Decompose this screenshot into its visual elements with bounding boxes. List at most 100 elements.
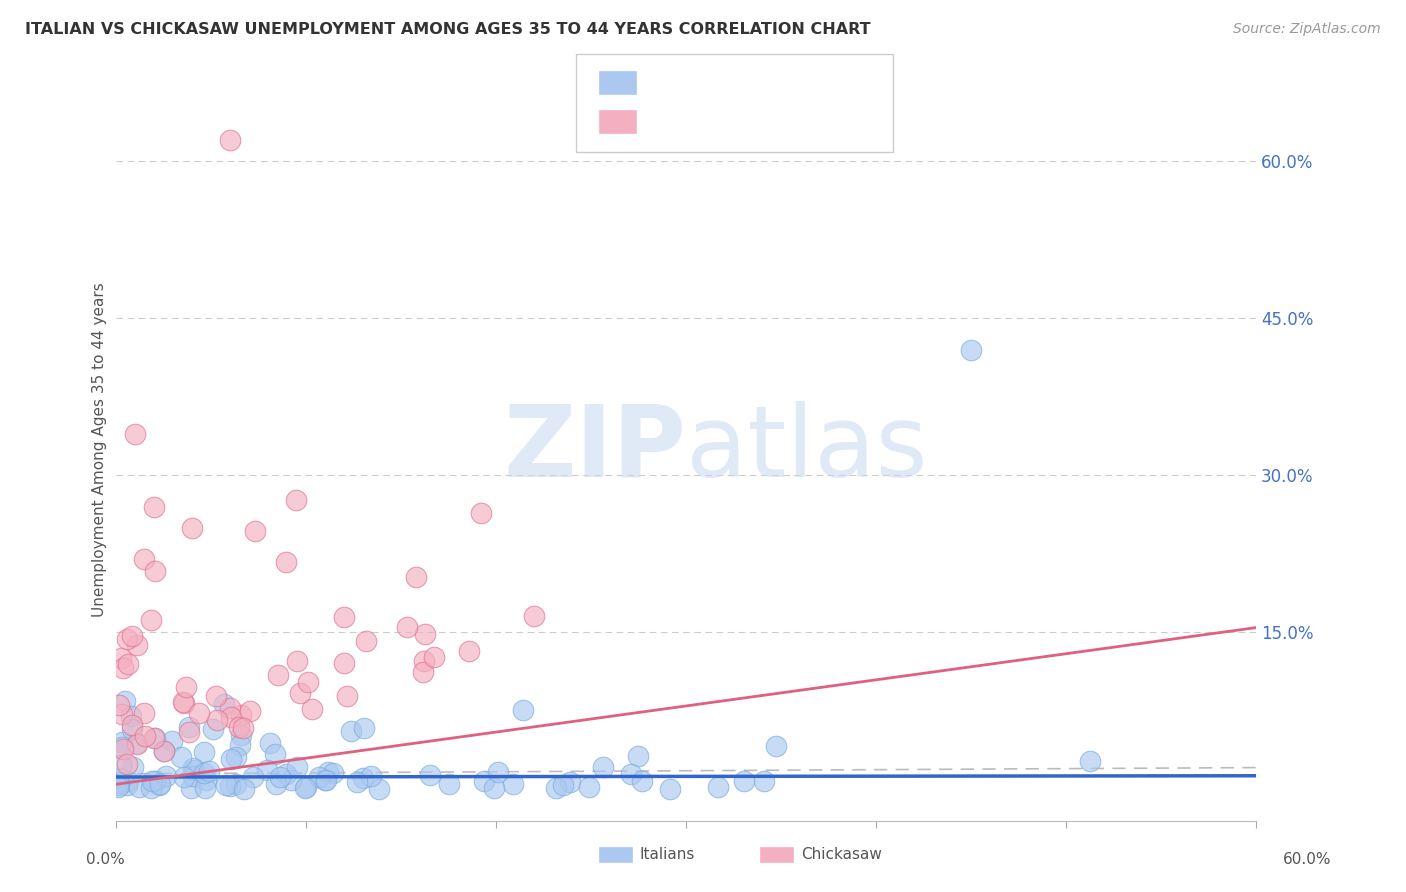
Point <box>141 773 163 788</box>
Point <box>437 777 460 791</box>
Point <box>316 765 339 780</box>
Point <box>620 766 643 780</box>
Point <box>202 722 225 736</box>
Point <box>181 761 204 775</box>
Point <box>423 650 446 665</box>
Point <box>141 613 163 627</box>
Point <box>177 720 200 734</box>
Point <box>264 777 287 791</box>
Point <box>733 774 755 789</box>
Point <box>111 707 134 722</box>
Point <box>148 778 170 792</box>
Point <box>285 493 308 508</box>
Point <box>470 507 492 521</box>
Point <box>229 738 252 752</box>
Point <box>457 644 479 658</box>
Y-axis label: Unemployment Among Ages 35 to 44 years: Unemployment Among Ages 35 to 44 years <box>93 282 107 616</box>
Point <box>122 760 145 774</box>
Point <box>172 695 194 709</box>
Point <box>181 769 204 783</box>
Text: R =: R = <box>645 70 682 87</box>
Text: 60.0%: 60.0% <box>1284 852 1331 867</box>
Point <box>658 782 681 797</box>
Point <box>111 734 134 748</box>
Point <box>174 680 197 694</box>
Point <box>259 736 281 750</box>
Point <box>219 752 242 766</box>
Text: R =: R = <box>645 109 682 127</box>
Point <box>160 734 183 748</box>
Point <box>346 774 368 789</box>
Point <box>149 776 172 790</box>
Point <box>546 781 568 796</box>
Point <box>117 657 139 672</box>
Point <box>706 780 728 794</box>
Point <box>630 773 652 788</box>
Point <box>114 693 136 707</box>
Point <box>121 718 143 732</box>
Point <box>486 765 509 780</box>
Point <box>553 778 575 792</box>
Point <box>128 780 150 794</box>
Point <box>155 769 177 783</box>
Point <box>322 766 344 780</box>
Point <box>267 668 290 682</box>
Point <box>315 773 337 788</box>
Point <box>412 665 434 679</box>
Point <box>419 768 441 782</box>
Point <box>276 555 298 569</box>
Point <box>225 776 247 790</box>
Text: 0.0%: 0.0% <box>86 852 125 867</box>
Text: 57: 57 <box>794 109 817 127</box>
Point <box>173 696 195 710</box>
Point <box>297 675 319 690</box>
Point <box>194 780 217 795</box>
Point <box>627 749 650 764</box>
Point <box>108 778 131 792</box>
Point <box>124 426 146 441</box>
Point <box>285 654 308 668</box>
Point <box>139 780 162 795</box>
Point <box>110 771 132 785</box>
Point <box>115 778 138 792</box>
Point <box>127 736 149 750</box>
Point <box>360 769 382 783</box>
Point <box>107 774 129 789</box>
Point <box>143 564 166 578</box>
Point <box>110 651 132 665</box>
Point <box>269 770 291 784</box>
Point <box>280 772 302 787</box>
Point <box>592 760 614 774</box>
Point <box>105 778 128 792</box>
Text: 0.374: 0.374 <box>685 109 738 127</box>
Point <box>752 773 775 788</box>
Point <box>221 710 243 724</box>
Text: 91: 91 <box>794 70 817 87</box>
Point <box>204 689 226 703</box>
Point <box>143 731 166 745</box>
Point <box>112 661 135 675</box>
Point <box>474 773 496 788</box>
Point <box>180 780 202 795</box>
Point <box>294 780 316 794</box>
Point <box>193 766 215 780</box>
Point <box>214 697 236 711</box>
Text: N =: N = <box>745 70 793 87</box>
Point <box>153 744 176 758</box>
Point <box>352 771 374 785</box>
Text: ZIP: ZIP <box>503 401 686 498</box>
Point <box>294 780 316 795</box>
Point <box>120 709 142 723</box>
Point <box>765 739 787 753</box>
Point <box>288 685 311 699</box>
Point <box>218 779 240 793</box>
Point <box>232 782 254 797</box>
Point <box>215 778 238 792</box>
Text: atlas: atlas <box>686 401 928 498</box>
Point <box>523 608 546 623</box>
Point <box>121 722 143 736</box>
Text: Chickasaw: Chickasaw <box>801 847 883 863</box>
Point <box>194 772 217 787</box>
Point <box>301 702 323 716</box>
Point <box>107 780 129 795</box>
